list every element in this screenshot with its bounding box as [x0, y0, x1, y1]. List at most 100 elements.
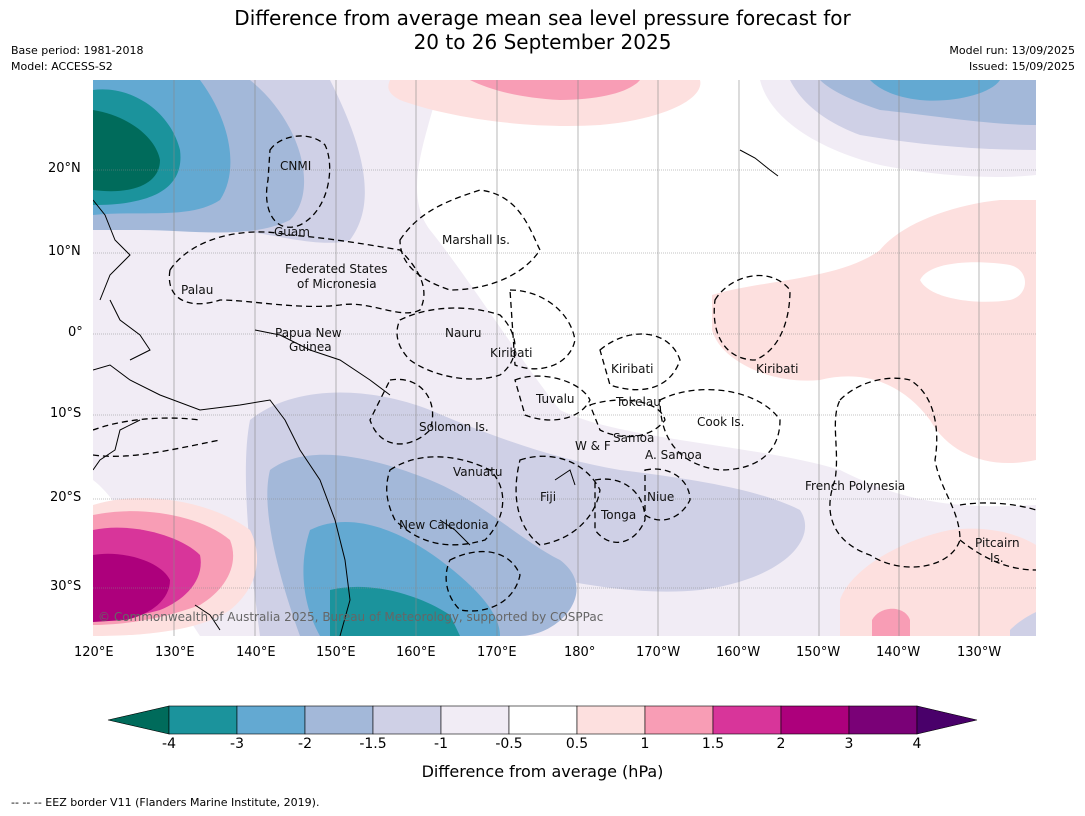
label-vanuatu: Vanuatu	[453, 465, 503, 479]
lon-tick-130w: 130°W	[957, 645, 1002, 660]
colorbar-tick-label: -4	[162, 736, 176, 752]
anomaly-minus-4	[93, 110, 160, 192]
colorbar-arrow-low	[107, 705, 170, 735]
lon-tick-120e: 120°E	[74, 645, 114, 660]
label-french-polynesia: French Polynesia	[805, 479, 905, 493]
lon-tick-170e: 170°E	[477, 645, 517, 660]
model-name: Model: ACCESS-S2	[11, 60, 113, 73]
colorbar-segment	[372, 705, 442, 735]
lat-tick-20n: 20°N	[48, 161, 81, 176]
title-line-2: 20 to 26 September 2025	[413, 30, 672, 54]
colorbar-segment	[304, 705, 374, 735]
anomaly-minus-1-5	[93, 80, 577, 636]
lat-tick-10n: 10°N	[48, 244, 81, 259]
lon-tick-180: 180°	[564, 645, 596, 660]
meta-right: Model run: 13/09/2025 Issued: 15/09/2025	[949, 43, 1075, 75]
lon-tick-130e: 130°E	[155, 645, 195, 660]
label-kiribati-west: Kiribati	[490, 346, 532, 360]
anomaly-se-plus-1	[872, 608, 910, 636]
lat-tick-30s: 30°S	[50, 579, 82, 594]
label-american-samoa: A. Samoa	[645, 448, 702, 462]
lon-tick-150e: 150°E	[316, 645, 356, 660]
lat-tick-0: 0°	[68, 325, 83, 340]
lon-tick-160w: 160°W	[716, 645, 761, 660]
label-samoa: Samoa	[613, 431, 654, 445]
colorbar-segment	[440, 705, 510, 735]
colorbar-tick-label: -1	[434, 736, 448, 752]
label-tuvalu: Tuvalu	[535, 392, 575, 406]
colorbar-tick-label: -3	[230, 736, 244, 752]
longitude-labels: 120°E 130°E 140°E 150°E 160°E 170°E 180°…	[0, 645, 1085, 663]
colorbar-segment	[712, 705, 782, 735]
label-cnmi: CNMI	[280, 159, 311, 173]
lon-tick-140e: 140°E	[236, 645, 276, 660]
label-wallis-futuna: W & F	[575, 439, 611, 453]
copyright-text: © Commonwealth of Australia 2025, Bureau…	[98, 610, 603, 624]
colorbar-label: Difference from average (hPa)	[421, 762, 664, 781]
label-pitcairn-1: Pitcairn	[975, 536, 1020, 550]
lat-tick-20s: 20°S	[50, 490, 82, 505]
colorbar-arrow-high	[916, 705, 978, 735]
lon-tick-160e: 160°E	[396, 645, 436, 660]
colorbar-tick-label: 3	[844, 736, 854, 752]
label-new-caledonia: New Caledonia	[399, 518, 489, 532]
label-palau: Palau	[181, 283, 213, 297]
colorbar-tick-label: 0.5	[565, 736, 589, 752]
label-marshall-is: Marshall Is.	[442, 233, 510, 247]
colorbar-tick-label: 4	[912, 736, 922, 752]
anomaly-se-minus	[1010, 612, 1036, 636]
label-fsm-1: Federated States	[285, 262, 387, 276]
lat-tick-10s: 10°S	[50, 406, 82, 421]
colorbar-tick-label: -0.5	[495, 736, 523, 752]
base-period: Base period: 1981-2018	[11, 44, 144, 57]
colorbar-ticks: -4 -3 -2 -1.5 -1 -0.5 0.5 1 1.5 2 3 4	[0, 736, 1085, 756]
label-niue: Niue	[647, 490, 674, 504]
label-kiribati-central: Kiribati	[611, 362, 653, 376]
label-cook-is: Cook Is.	[697, 415, 744, 429]
label-png-1: Papua New	[275, 326, 342, 340]
colorbar-segment	[644, 705, 714, 735]
label-fsm-2: of Micronesia	[297, 277, 377, 291]
lon-tick-140w: 140°W	[876, 645, 921, 660]
colorbar-segment	[508, 705, 578, 735]
graticule	[93, 80, 1036, 636]
label-pitcairn-2: Is.	[990, 551, 1004, 565]
colorbar-segment	[168, 705, 238, 735]
label-kiribati-east: Kiribati	[756, 362, 798, 376]
lon-tick-150w: 150°W	[796, 645, 841, 660]
anomaly-e-zero-hole	[920, 262, 1025, 302]
issued-date: Issued: 15/09/2025	[968, 60, 1075, 73]
latitude-labels: 20°N 10°N 0° 10°S 20°S 30°S	[0, 0, 92, 816]
label-guam: Guam	[274, 225, 310, 239]
label-tokelau: Tokelau	[615, 395, 661, 409]
colorbar-tick-label: -1.5	[359, 736, 387, 752]
anomaly-ne-minus-2	[870, 80, 1000, 101]
coastlines	[93, 149, 779, 636]
colorbar-segment	[576, 705, 646, 735]
meta-left: Base period: 1981-2018 Model: ACCESS-S2	[11, 43, 143, 75]
colorbar	[107, 705, 978, 735]
label-nauru: Nauru	[445, 326, 481, 340]
anomaly-n-plus-1	[470, 80, 640, 100]
colorbar-tick-label: 1.5	[701, 736, 725, 752]
colorbar-segment	[848, 705, 918, 735]
pressure-field	[93, 80, 1036, 636]
colorbar-tick-label: 2	[776, 736, 786, 752]
label-solomon-is: Solomon Is.	[419, 420, 489, 434]
place-labels: CNMI Guam Marshall Is. Federated States …	[98, 159, 1020, 624]
eez-footnote: -- -- -- EEZ border V11 (Flanders Marine…	[11, 796, 320, 809]
title-line-1: Difference from average mean sea level p…	[234, 6, 851, 30]
lon-tick-170w: 170°W	[636, 645, 681, 660]
colorbar-tick-label: 1	[640, 736, 650, 752]
model-run: Model run: 13/09/2025	[949, 44, 1075, 57]
colorbar-segment	[236, 705, 306, 735]
anomaly-n-plus-0-5	[388, 80, 701, 126]
colorbar-tick-label: -2	[298, 736, 312, 752]
colorbar-segment	[780, 705, 850, 735]
chart-title: Difference from average mean sea level p…	[0, 6, 1085, 54]
label-fiji: Fiji	[540, 490, 556, 504]
label-tonga: Tonga	[600, 508, 636, 522]
label-png-2: Guinea	[289, 340, 332, 354]
eez-borders	[93, 135, 1036, 612]
